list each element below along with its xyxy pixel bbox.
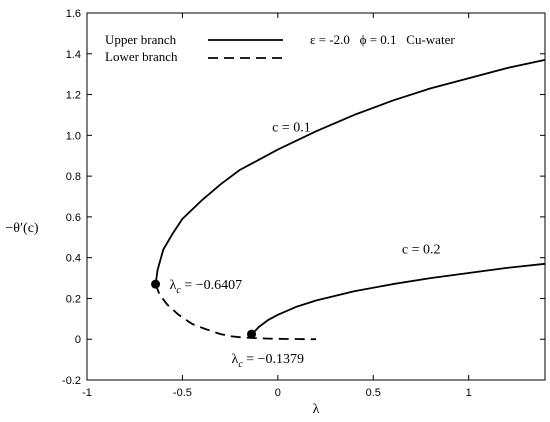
y-tick-label: 0.8 <box>66 171 81 183</box>
y-axis-title: −θ′(c) <box>5 221 39 236</box>
y-tick-label: 0.6 <box>66 212 81 224</box>
y-tick-label: 1.2 <box>66 90 81 102</box>
label-value: = −0.6407 <box>181 278 242 293</box>
label-value: = −0.1379 <box>243 352 304 367</box>
parameters-text: ε = -2.0 ϕ = 0.1 Cu-water <box>310 32 455 47</box>
curve-annotation: c = 0.2 <box>402 243 441 258</box>
y-tick-label: 0 <box>75 334 81 346</box>
y-tick-label: 0.2 <box>66 293 81 305</box>
series-line-2 <box>250 262 546 335</box>
plot-frame <box>86 12 546 381</box>
label-subscript: c <box>238 359 243 370</box>
series-line-1 <box>154 283 316 341</box>
y-tick-label: 0.4 <box>66 253 81 265</box>
x-tick-label: 0.5 <box>366 387 381 399</box>
critical-points <box>151 279 257 339</box>
x-tick-label: 1 <box>466 387 472 399</box>
label-symbol: λ <box>170 278 177 293</box>
x-tick-label: -1 <box>82 387 92 399</box>
critical-point-marker <box>247 329 257 339</box>
y-tick-label: 1.0 <box>66 130 81 142</box>
critical-point-label: λc = −0.1379 <box>232 352 305 370</box>
legend: Upper branch Lower branch <box>105 32 283 64</box>
label-subscript: c <box>176 285 181 296</box>
curve-annotation: c = 0.1 <box>272 120 311 135</box>
curves <box>154 59 546 341</box>
axis-ticks: -1 -0.5 0 0.5 1 -0.2 0 0.2 0.4 0.6 0.8 1.0 1.2 1.4 1.6 <box>62 8 545 399</box>
x-tick-label: -0.5 <box>173 387 192 399</box>
critical-point-label: λc = −0.6407 <box>170 278 243 296</box>
legend-label-upper: Upper branch <box>105 32 177 47</box>
x-tick-label: 0 <box>275 387 281 399</box>
x-axis-title: λ <box>313 402 320 417</box>
legend-label-lower: Lower branch <box>105 49 178 64</box>
series-line-0 <box>154 59 546 285</box>
y-tick-label: -0.2 <box>62 375 81 387</box>
critical-point-marker <box>151 279 161 289</box>
label-symbol: λ <box>232 352 239 367</box>
y-tick-label: 1.4 <box>66 49 81 61</box>
y-tick-label: 1.6 <box>66 8 81 20</box>
